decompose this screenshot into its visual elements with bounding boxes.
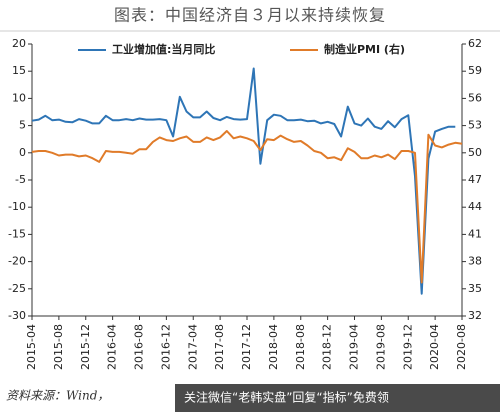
x-tick-label: 2015-08 [52, 324, 65, 370]
y2-tick-label: 47 [468, 173, 482, 186]
y2-tick-label: 62 [468, 37, 482, 50]
series-line [31, 130, 463, 284]
y-tick-label: 0 [19, 146, 26, 159]
x-tick-label: 2016-04 [106, 324, 119, 370]
y2-tick-label: 35 [468, 282, 482, 295]
y-tick-label: 10 [12, 91, 26, 104]
source: 资料来源：Wind， [6, 389, 109, 403]
x-tick-label: 2016-08 [133, 324, 146, 370]
x-tick-label: 2020-04 [428, 324, 441, 370]
x-tick-label: 2019-04 [348, 324, 361, 370]
x-tick-label: 2017-08 [213, 324, 226, 370]
y-tick-label: -15 [8, 227, 26, 240]
legend-label: 工业增加值:当月同比 [112, 42, 215, 56]
y2-tick-label: 32 [468, 309, 482, 322]
x-tick-label: 2018-12 [321, 324, 334, 370]
x-tick-label: 2018-04 [267, 324, 280, 370]
y2-tick-label: 38 [468, 255, 482, 268]
y2-tick-label: 59 [468, 64, 482, 77]
x-tick-label: 2020-08 [455, 324, 468, 370]
y-tick-label: 20 [12, 37, 26, 50]
x-tick-label: 2018-08 [294, 324, 307, 370]
x-tick-label: 2015-04 [25, 324, 38, 370]
y-tick-label: -30 [8, 309, 26, 322]
y-tick-label: -25 [8, 282, 26, 295]
watermark: 关注微信“老韩实盘”回复“指标”免费领 [184, 390, 389, 405]
chart-title: 图表：中国经济自３月以来持续恢复 [114, 6, 386, 25]
y2-tick-label: 53 [468, 119, 482, 132]
y2-tick-label: 56 [468, 91, 482, 104]
y-tick-label: -5 [15, 173, 26, 186]
x-tick-label: 2016-12 [159, 324, 172, 370]
watermark-box [175, 384, 500, 412]
y-tick-label: 5 [19, 119, 26, 132]
legend-label: 制造业PMI (右) [324, 42, 405, 56]
x-tick-label: 2015-12 [79, 324, 92, 370]
y2-tick-label: 41 [468, 227, 482, 240]
x-tick-label: 2017-12 [240, 324, 253, 370]
y2-tick-label: 44 [468, 200, 482, 213]
series-line [31, 67, 456, 295]
y2-tick-label: 50 [468, 146, 482, 159]
x-tick-label: 2019-08 [374, 324, 387, 370]
y-tick-label: 15 [12, 64, 26, 77]
x-tick-label: 2019-12 [401, 324, 414, 370]
y-tick-label: -20 [8, 255, 26, 268]
y-tick-label: -10 [8, 200, 26, 213]
x-tick-label: 2017-04 [186, 324, 199, 370]
